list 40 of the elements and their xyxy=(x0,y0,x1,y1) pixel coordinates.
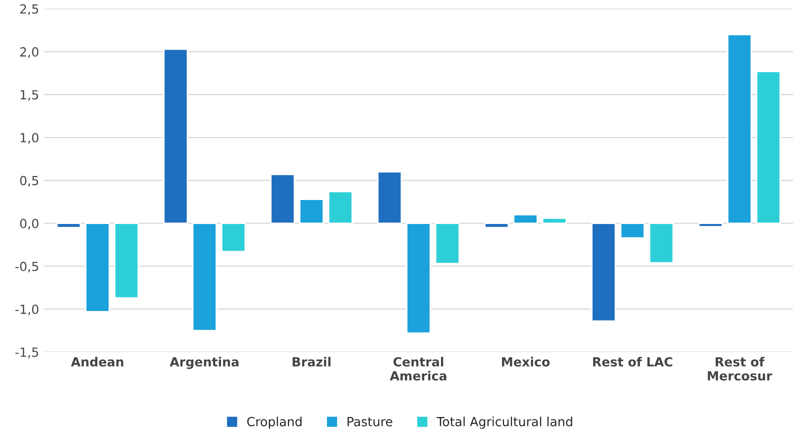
bar xyxy=(513,214,538,224)
x-tick-label: Argentina xyxy=(170,356,238,370)
bar xyxy=(484,222,510,228)
legend-label: Pasture xyxy=(348,417,392,426)
bar xyxy=(114,222,139,299)
y-tick-label: -1,5 xyxy=(15,348,38,358)
x-tick-label: Rest of LAC xyxy=(593,356,672,367)
y-tick-label: -0,5 xyxy=(15,262,38,272)
bar xyxy=(328,190,353,224)
bar xyxy=(192,222,218,332)
y-tick-label: 2,5 xyxy=(20,4,38,15)
bar xyxy=(299,198,324,224)
x-tick-label: Rest of Mercosur xyxy=(708,356,772,381)
x-tick-label: Central America xyxy=(390,356,446,381)
bar xyxy=(591,222,616,322)
bar xyxy=(377,171,402,224)
bar xyxy=(56,222,82,228)
y-tick-label: 1,5 xyxy=(20,90,38,101)
y-tick-label: 0,5 xyxy=(20,176,38,187)
bar xyxy=(406,222,431,334)
bar xyxy=(434,222,460,264)
bar xyxy=(648,222,674,264)
y-tick-label: 0,0 xyxy=(20,218,38,230)
y-tick-label: 2,0 xyxy=(20,47,38,58)
bar xyxy=(85,222,110,312)
x-tick-label: Brazil xyxy=(292,356,330,367)
bar xyxy=(220,222,246,252)
y-tick-label: 1,0 xyxy=(20,132,38,144)
bar xyxy=(542,217,567,224)
legend-label: Total Agricultural land xyxy=(436,416,572,429)
bar xyxy=(620,222,645,239)
bar xyxy=(727,34,752,224)
x-tick-label: Andean xyxy=(70,356,124,367)
legend-label: Cropland xyxy=(247,416,302,429)
bar xyxy=(756,70,781,224)
x-tick-label: Mexico xyxy=(502,356,550,367)
bar xyxy=(163,48,188,224)
bar xyxy=(698,222,724,228)
bar xyxy=(270,174,296,224)
y-tick-label: -1,0 xyxy=(15,304,38,316)
